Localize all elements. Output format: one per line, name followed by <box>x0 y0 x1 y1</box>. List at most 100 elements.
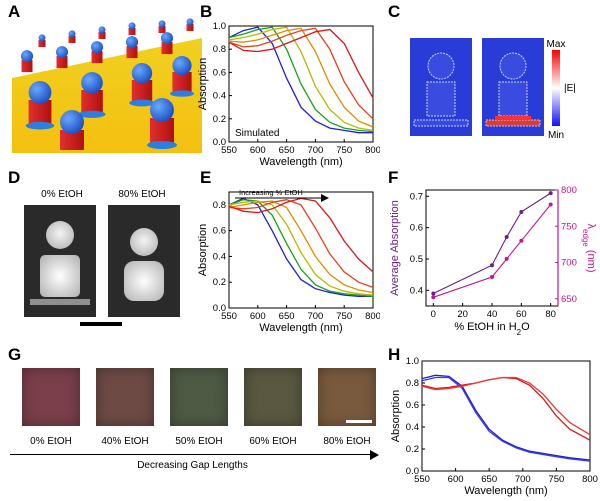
x-tick-label: 600 <box>448 474 464 485</box>
panel-label-a: A <box>8 2 21 21</box>
series-line <box>421 376 591 436</box>
panel-label-e: E <box>200 168 212 187</box>
x-axis-label: Wavelength (nm) <box>259 156 342 168</box>
y-right-tick-label: 650 <box>561 294 577 305</box>
y-tick-label: 0.2 <box>213 114 226 125</box>
swatch-label: 80% EtOH <box>323 436 371 447</box>
y-tick-label: 0.0 <box>406 466 419 477</box>
x-tick-label: 0 <box>431 309 436 320</box>
y-axis-label: Absorption <box>390 390 402 443</box>
particle-row-back <box>38 18 194 47</box>
swatch-scale-bar <box>346 420 372 423</box>
series-line <box>421 374 591 461</box>
x-tick-label: 800 <box>582 474 598 485</box>
chart-e: 550 600 650 700 750 800 0.0 0.2 0.4 0.6 0.8 Wavelen… <box>197 188 380 334</box>
x-tick-label: 600 <box>250 145 266 156</box>
nanostructure-array-illustration <box>12 18 202 153</box>
x-tick-label: 650 <box>481 474 497 485</box>
x-tick-label: 800 <box>365 311 380 322</box>
color-swatch <box>96 368 154 426</box>
plot-frame <box>228 25 374 143</box>
x-tick-label: 700 <box>307 145 323 156</box>
data-point <box>431 291 436 296</box>
series-line <box>228 28 374 99</box>
field-map-panel: Max |E| Min <box>410 38 576 141</box>
plot-frame <box>228 191 374 309</box>
x-tick-label: 550 <box>414 474 430 485</box>
series-line <box>228 26 373 134</box>
y-tick-label: 0.4 <box>213 251 226 262</box>
color-swatch <box>22 368 80 426</box>
x-axis-label: Wavelength (nm) <box>464 485 547 497</box>
series-line <box>228 197 374 273</box>
color-swatch <box>318 368 376 426</box>
series-line <box>228 200 374 296</box>
colorbar <box>552 50 560 126</box>
plot-frame <box>425 189 559 307</box>
series-line <box>421 376 591 441</box>
y-right-tick-label: 700 <box>561 258 577 269</box>
y-axis-label: Absorption <box>197 224 209 277</box>
x-tick-label: 800 <box>365 145 380 156</box>
color-swatch <box>170 368 228 426</box>
color-swatches-panel: 0% EtOH 40% EtOH 50% EtOH 60% EtOH 80% EtOH D… <box>0 365 385 475</box>
series-line <box>228 199 374 298</box>
series-line <box>228 26 374 133</box>
series-line <box>228 27 374 128</box>
data-point <box>548 191 553 196</box>
color-swatch <box>244 368 302 426</box>
data-point <box>504 235 509 240</box>
panel-label-f: F <box>388 168 399 187</box>
x-tick-label: 750 <box>336 311 352 322</box>
series-line <box>421 376 591 462</box>
tem-label-left: 0% EtOH <box>41 189 83 200</box>
swatch-label: 0% EtOH <box>30 436 72 447</box>
x-tick-label: 650 <box>279 311 295 322</box>
x-tick-label: 700 <box>515 474 531 485</box>
x-tick-label: 60 <box>516 309 527 320</box>
y-tick-label: 1.0 <box>406 356 419 367</box>
x-tick-label: 600 <box>250 311 266 322</box>
tem-images: 0% EtOH 80% EtOH <box>24 189 180 326</box>
x-axis-label-end: O <box>521 321 530 333</box>
y-tick-label: 1.0 <box>213 21 226 32</box>
increasing-arrow-head <box>321 194 329 202</box>
panel-label-d: D <box>8 168 21 187</box>
chart-f: 0 20 40 60 80 0.4 0.5 0.6 0.7 650 700 750 800 % EtOH … <box>389 185 597 337</box>
x-tick-label: 40 <box>487 309 498 320</box>
y-tick-label: 0.0 <box>213 137 226 148</box>
scale-bar <box>80 322 122 326</box>
y-tick-label: 0.6 <box>213 67 226 78</box>
data-point <box>519 209 524 214</box>
y-tick-label: 0.0 <box>213 303 226 314</box>
x-tick-label: 750 <box>336 145 352 156</box>
x-axis-label-main: % EtOH in H <box>454 321 516 333</box>
y-right-tick-label: 800 <box>561 185 577 196</box>
y-tick-label: 0.4 <box>406 422 419 433</box>
y-right-tick-label: 750 <box>561 221 577 232</box>
y-tick-label: 0.6 <box>410 223 423 234</box>
y-tick-label: 0.4 <box>213 91 226 102</box>
x-tick-label: 550 <box>221 311 237 322</box>
x-tick-label: 700 <box>307 311 323 322</box>
colorbar-field-label: |E| <box>564 83 576 94</box>
series-line <box>228 197 373 298</box>
x-tick-label: 650 <box>279 145 295 156</box>
data-point <box>519 238 524 243</box>
y-axis-label: Absorption <box>197 58 209 111</box>
x-tick-label: 80 <box>545 309 556 320</box>
tem-label-right: 80% EtOH <box>118 189 165 200</box>
panel-label-g: G <box>8 345 22 364</box>
panel-label-c: C <box>388 2 401 21</box>
y-axis-label-right-unit: (nm) <box>585 247 597 273</box>
x-tick-label: 20 <box>457 309 468 320</box>
particle-row-front <box>25 56 194 150</box>
y-axis-label-left: Average Absorption <box>389 200 401 296</box>
y-tick-label: 0.8 <box>213 200 226 211</box>
y-tick-label: 0.7 <box>410 191 423 202</box>
y-tick-label: 0.5 <box>410 254 423 265</box>
plot-frame <box>421 360 591 472</box>
increasing-arrow-label: Increasing % EtOH <box>239 188 303 197</box>
y-tick-label: 0.6 <box>406 400 419 411</box>
colorbar-max-label: Max <box>547 39 566 50</box>
